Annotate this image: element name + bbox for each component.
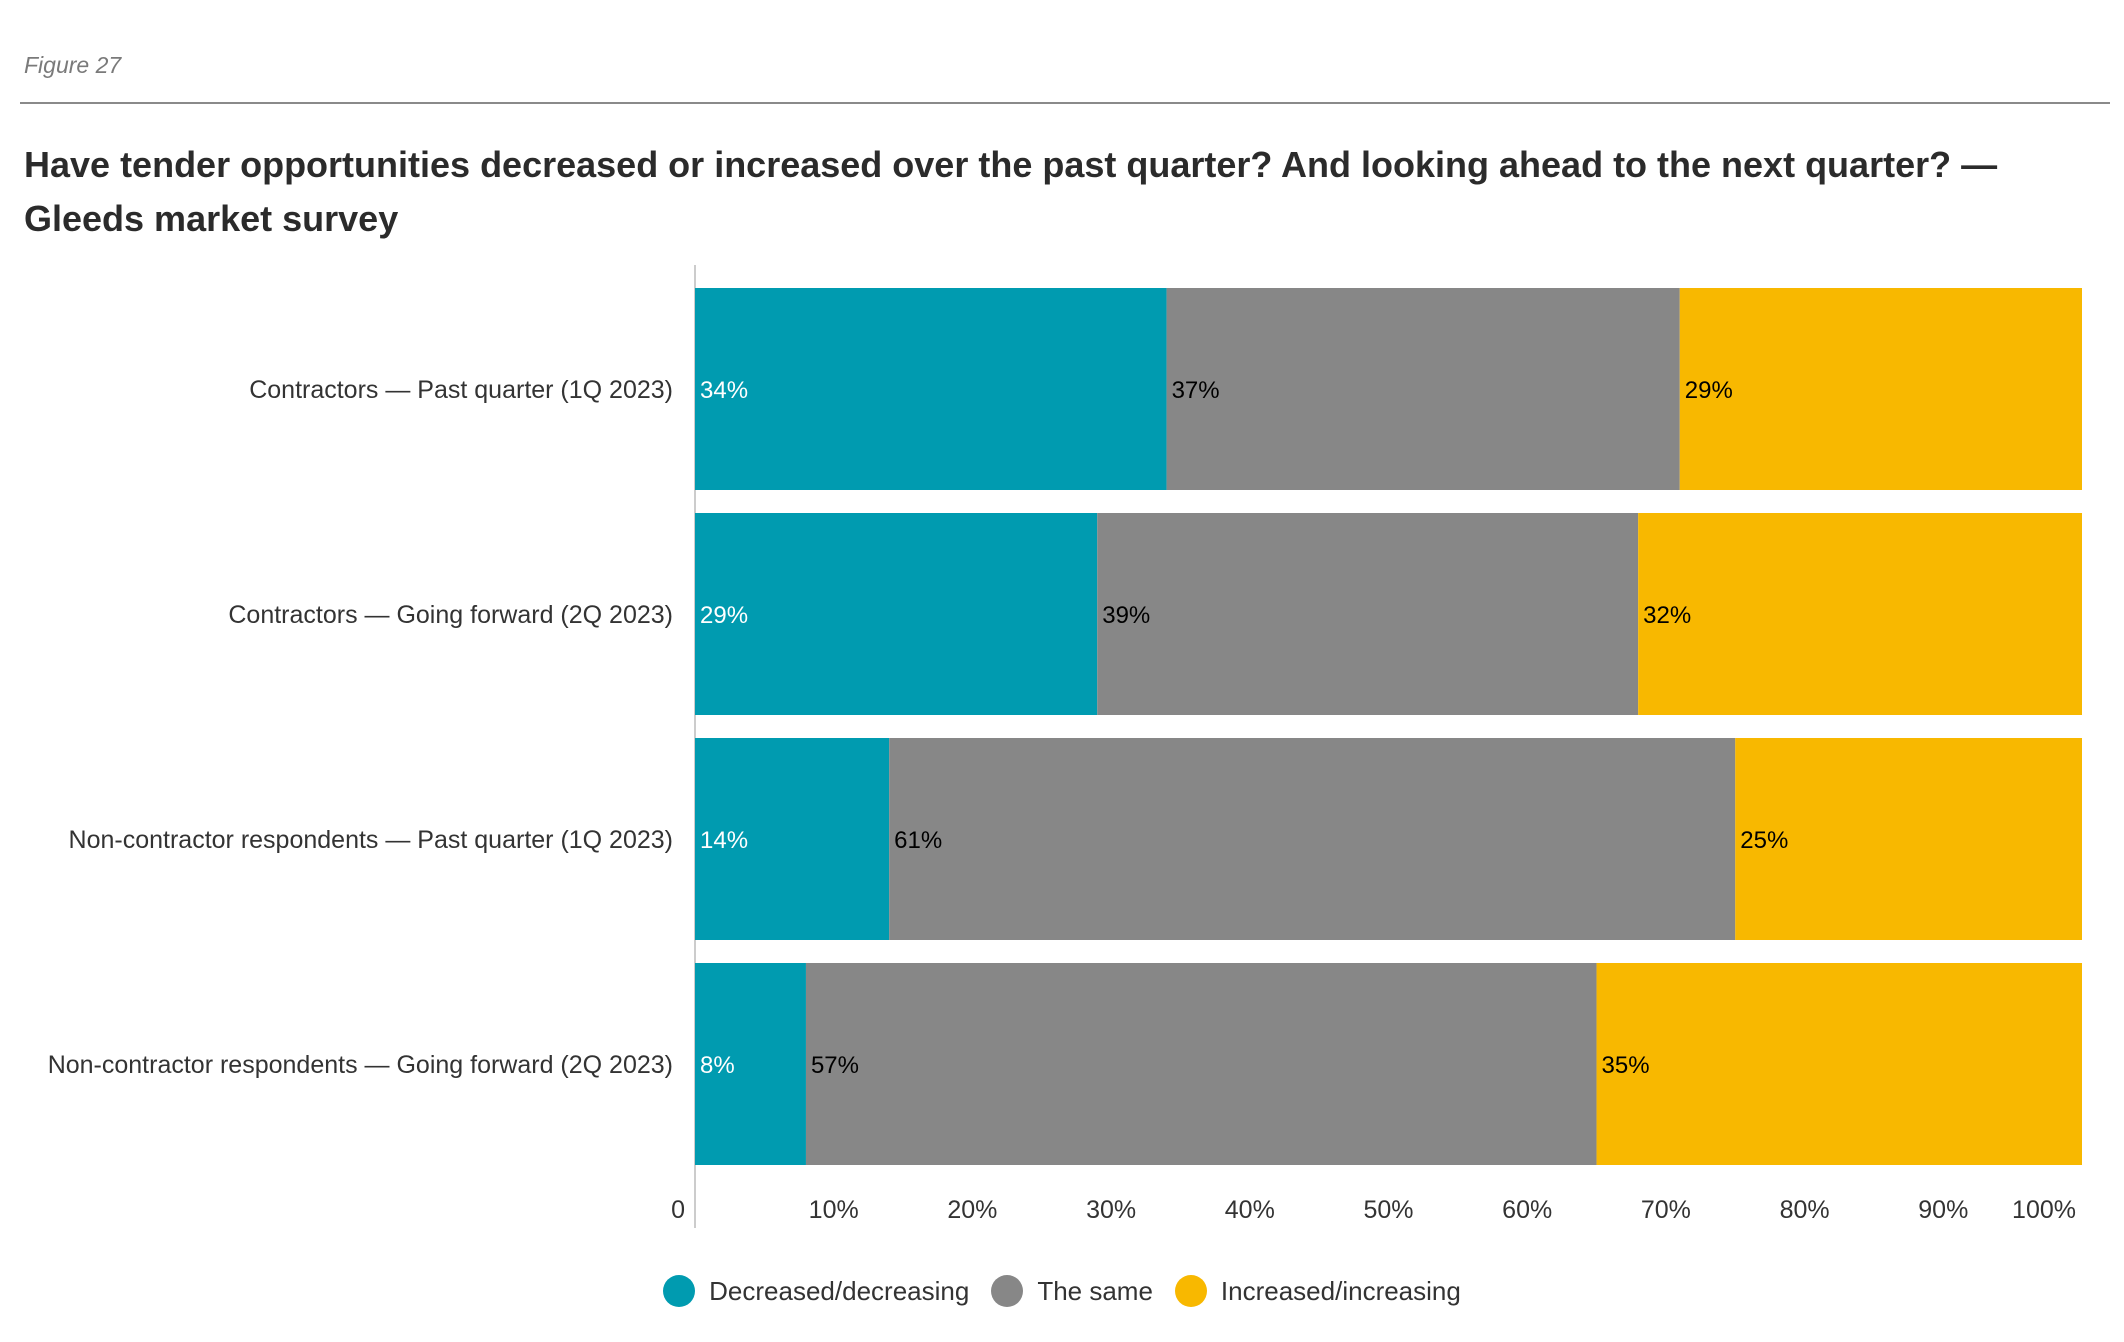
x-tick-label: 20% bbox=[947, 1196, 997, 1224]
x-tick-label: 10% bbox=[809, 1196, 859, 1224]
header-divider bbox=[20, 102, 2110, 104]
data-label: 29% bbox=[700, 602, 748, 629]
figure-label: Figure 27 bbox=[24, 52, 122, 78]
x-tick-label: 50% bbox=[1363, 1196, 1413, 1224]
bar-segment bbox=[1166, 288, 1680, 490]
legend: Decreased/decreasing The same Increased/… bbox=[0, 1275, 2124, 1307]
category-label: Contractors — Past quarter (1Q 2023) bbox=[249, 376, 673, 404]
bar-segment bbox=[1596, 963, 2082, 1165]
data-label: 8% bbox=[700, 1052, 735, 1079]
legend-item-increased: Increased/increasing bbox=[1174, 1275, 1461, 1307]
x-tick-label: 40% bbox=[1225, 1196, 1275, 1224]
data-label: 25% bbox=[1740, 827, 1788, 854]
x-tick-label: 100% bbox=[2012, 1196, 2076, 1224]
legend-label-increased: Increased/increasing bbox=[1220, 1275, 1461, 1306]
x-tick-label: 80% bbox=[1780, 1196, 1830, 1224]
data-label: 39% bbox=[1102, 602, 1150, 629]
data-label: 29% bbox=[1685, 377, 1733, 404]
data-label: 35% bbox=[1602, 1052, 1650, 1079]
x-tick-label: 30% bbox=[1086, 1196, 1136, 1224]
x-tick-label: 60% bbox=[1502, 1196, 1552, 1224]
data-label: 14% bbox=[700, 827, 748, 854]
x-tick-label: 70% bbox=[1641, 1196, 1691, 1224]
data-label: 57% bbox=[811, 1052, 859, 1079]
legend-item-same: The same bbox=[991, 1275, 1153, 1307]
bar-segment bbox=[695, 738, 890, 940]
bar-segment bbox=[1679, 288, 2082, 490]
bar-segment bbox=[1638, 513, 2082, 715]
bar-segment bbox=[695, 963, 806, 1165]
chart-title: Have tender opportunities decreased or i… bbox=[24, 144, 1998, 239]
legend-swatch-same bbox=[991, 1275, 1024, 1307]
bar-segment bbox=[695, 513, 1098, 715]
bar-segment bbox=[889, 738, 1736, 940]
data-label: 61% bbox=[894, 827, 942, 854]
legend-item-decreased: Decreased/decreasing bbox=[663, 1275, 969, 1307]
category-label: Contractors — Going forward (2Q 2023) bbox=[228, 601, 673, 629]
stacked-bar-chart: Contractors — Past quarter (1Q 2023) 34% 3… bbox=[48, 265, 2082, 1228]
bar-segment bbox=[805, 963, 1597, 1165]
category-label: Non-contractor respondents — Past quarte… bbox=[69, 826, 673, 854]
legend-label-decreased: Decreased/decreasing bbox=[709, 1275, 970, 1306]
legend-label-same: The same bbox=[1037, 1275, 1153, 1306]
legend-swatch-decreased bbox=[663, 1275, 696, 1307]
legend-swatch-increased bbox=[1174, 1275, 1207, 1307]
bar-segment bbox=[1735, 738, 2082, 940]
bar-segment bbox=[695, 288, 1167, 490]
data-label: 37% bbox=[1172, 377, 1220, 404]
data-label: 34% bbox=[700, 377, 748, 404]
bar-segment bbox=[1097, 513, 1639, 715]
x-tick-label: 90% bbox=[1918, 1196, 1968, 1224]
x-tick-label: 0 bbox=[671, 1196, 685, 1224]
category-label: Non-contractor respondents — Going forwa… bbox=[48, 1051, 673, 1079]
data-label: 32% bbox=[1643, 602, 1691, 629]
